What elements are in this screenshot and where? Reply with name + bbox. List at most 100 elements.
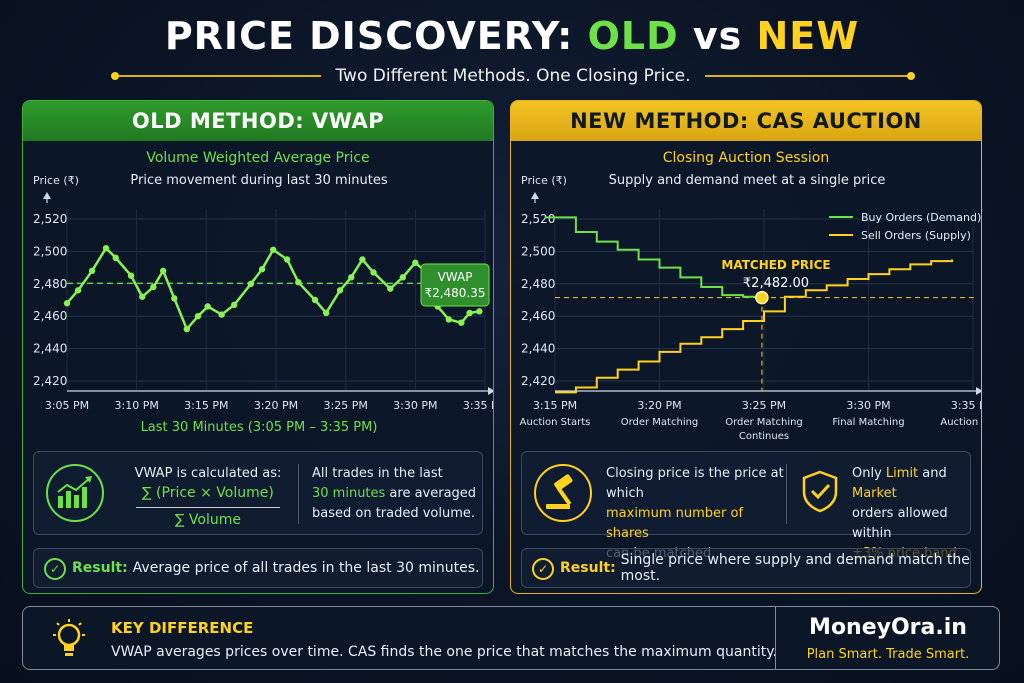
formula-numerator: ∑ (Price × Volume)	[142, 485, 274, 501]
cas-desc-highlight: maximum number of shares	[606, 506, 744, 541]
vwap-y-axis-arrowhead	[43, 192, 51, 199]
vwap-x-tick-label: 3:05 PM	[45, 399, 89, 412]
vwap-x-axis-arrow	[488, 387, 493, 395]
shield-icon-wrap	[798, 464, 842, 522]
page-title: PRICE DISCOVERY: OLD vs NEW	[0, 14, 1024, 58]
cas-auction-chart: Price (₹) Supply and demand meet at a si…	[520, 173, 982, 442]
gavel-icon	[546, 474, 573, 509]
vwap-formula-box: VWAP is calculated as: ∑ (Price × Volume…	[33, 451, 483, 535]
cas-y-tick-label: 2,440	[521, 342, 555, 356]
vwap-data-point	[399, 274, 406, 281]
cas-x-sublabel: Order Matching	[621, 417, 699, 428]
vwap-price-line	[66, 246, 480, 332]
cas-rule-market: Market	[852, 486, 897, 501]
key-difference-title: KEY DIFFERENCE	[111, 619, 254, 637]
cas-y-tick-label: 2,480	[521, 277, 555, 291]
vwap-callout-value: ₹2,480.35	[424, 286, 485, 300]
vwap-data-point	[387, 285, 394, 292]
vwap-desc-highlight: 30 minutes	[312, 486, 386, 501]
old-result-box: ✓ Result: Average price of all trades in…	[33, 548, 483, 588]
vwap-data-point	[295, 278, 302, 286]
vwap-data-point	[88, 267, 96, 275]
vwap-data-point	[63, 300, 71, 307]
cas-x-sublabel: Auction Starts	[520, 417, 591, 428]
vwap-y-tick-label: 2,460	[33, 309, 67, 323]
vwap-data-point	[311, 296, 319, 304]
check-icon: ✓	[44, 558, 66, 580]
old-result-text: Average price of all trades in the last …	[132, 560, 480, 576]
matched-price-value: ₹2,482.00	[743, 276, 809, 291]
vwap-y-tick-label: 2,440	[33, 342, 67, 356]
subtitle-divider-left	[110, 72, 322, 80]
cas-x-tick-label: 3:30 PM	[846, 399, 890, 412]
cas-x-sublabel: Final Matching	[832, 417, 904, 428]
cas-x-sublabel: Continues	[739, 431, 789, 442]
cas-info-divider	[786, 464, 787, 524]
chart-growth-icon	[57, 476, 92, 508]
formula-denominator: ∑ Volume	[175, 512, 241, 528]
vwap-data-point	[370, 269, 377, 276]
vwap-x-tick-label: 3:20 PM	[254, 399, 298, 412]
title-prefix: PRICE DISCOVERY:	[164, 14, 588, 58]
new-result-text: Single price where supply and demand mat…	[620, 552, 970, 584]
vwap-data-point	[258, 266, 266, 273]
new-panel-subheading: Closing Auction Session	[662, 150, 830, 166]
brand-tagline: Plan Smart. Trade Smart.	[806, 647, 970, 662]
vwap-callout-box	[420, 263, 490, 307]
vwap-data-point	[445, 316, 452, 323]
lightbulb-icon	[53, 619, 85, 656]
vwap-data-point	[247, 280, 255, 287]
cas-rule-line-1: Only Limit and Market	[852, 464, 970, 504]
key-divider	[775, 607, 776, 669]
vwap-price-chart: Price (₹) Price movement during last 30 …	[33, 173, 493, 435]
formula-label: VWAP is calculated as:	[134, 466, 282, 481]
cas-rule-pre: Only	[852, 466, 886, 481]
old-method-panel: OLD METHOD: VWAP Volume Weighted Average…	[22, 100, 494, 594]
vwap-x-tick-label: 3:15 PM	[184, 399, 228, 412]
key-difference-box: KEY DIFFERENCE VWAP averages prices over…	[22, 606, 1000, 670]
subtitle-row: Two Different Methods. One Closing Price…	[110, 66, 916, 86]
legend-supply-label: Sell Orders (Supply)	[861, 229, 971, 242]
chart-icon-circle	[46, 464, 104, 522]
vwap-data-point	[183, 325, 191, 333]
vwap-data-point	[171, 295, 178, 302]
cas-x-tick-label: 3:15 PM	[533, 399, 577, 412]
cas-y-tick-label: 2,420	[521, 374, 555, 388]
cas-rule-and: and	[918, 466, 947, 481]
cas-rule-limit: Limit	[885, 466, 919, 481]
matched-price-label: MATCHED PRICE	[721, 258, 830, 272]
vwap-data-point	[336, 287, 344, 294]
vwap-data-point	[231, 301, 238, 309]
page-subtitle: Two Different Methods. One Closing Price…	[335, 66, 691, 86]
title-vs: vs	[678, 14, 757, 58]
vwap-x-tick-label: 3:10 PM	[115, 399, 159, 412]
vwap-y-tick-label: 2,420	[33, 374, 67, 388]
cas-chart-caption: Supply and demand meet at a single price	[609, 173, 886, 188]
key-difference-text: VWAP averages prices over time. CAS find…	[111, 644, 777, 660]
vwap-x-caption: Last 30 Minutes (3:05 PM – 3:35 PM)	[141, 420, 378, 435]
gavel-icon-circle	[534, 464, 592, 522]
cas-y-axis-arrowhead	[531, 192, 539, 199]
vwap-x-tick-label: 3:25 PM	[324, 399, 368, 412]
vwap-data-point	[74, 287, 82, 294]
vwap-desc-line-2: 30 minutes are averaged	[312, 484, 480, 504]
old-panel-heading: OLD METHOD: VWAP	[23, 101, 493, 141]
vwap-x-tick-label: 3:30 PM	[393, 399, 437, 412]
cas-rule-line-2: orders allowed within	[852, 506, 948, 541]
vwap-data-point	[359, 256, 366, 263]
formula-fraction-bar	[136, 507, 280, 508]
cas-y-tick-label: 2,460	[521, 309, 555, 323]
cas-desc-line-1: Closing price is the price at which	[606, 466, 784, 501]
cas-x-tick-label: 3:35 PM	[951, 399, 982, 412]
vwap-formula: VWAP is calculated as: ∑ (Price × Volume…	[128, 466, 288, 528]
new-method-panel: NEW METHOD: CAS AUCTION Closing Auction …	[510, 100, 982, 594]
new-result-label: Result:	[560, 560, 616, 576]
cas-legend: Buy Orders (Demand) Sell Orders (Supply)	[829, 211, 981, 242]
cas-x-sublabel: Auction Ends	[940, 417, 982, 428]
vwap-data-point	[348, 274, 355, 281]
vwap-data-point	[159, 267, 167, 275]
vwap-data-point	[322, 309, 330, 317]
cas-x-sublabel: Order Matching	[725, 417, 803, 428]
formula-divider	[298, 464, 299, 524]
brand-name[interactable]: MoneyOra.in	[809, 615, 967, 640]
